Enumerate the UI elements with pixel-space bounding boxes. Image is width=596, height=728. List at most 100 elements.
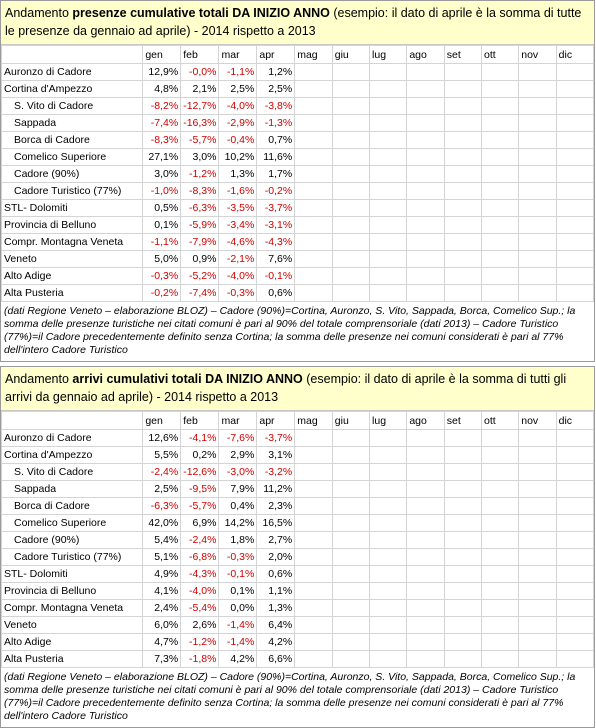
cell-apr: 2,0% [256, 548, 296, 566]
cell-mag [294, 63, 333, 81]
cell-lug [369, 531, 408, 549]
cell-mar: -4,0% [218, 267, 258, 285]
cell-giu [331, 531, 371, 549]
cell-nov [518, 199, 557, 217]
row-label: Veneto [0, 616, 144, 634]
cell-gen: 3,0% [142, 165, 182, 183]
header-blank-cell [0, 411, 144, 430]
cell-lug [369, 165, 408, 183]
month-header-ott: ott [481, 45, 520, 64]
cell-gen: -7,4% [142, 114, 182, 132]
cell-dic [555, 233, 595, 251]
cell-ago [406, 182, 445, 200]
cell-feb: -1,2% [180, 165, 220, 183]
title-suffix: (esempio: il dato di aprile è la somma d… [5, 6, 582, 38]
table-row: Compr. Montagna Veneta -1,1% -7,9% -4,6% -4,… [0, 233, 595, 251]
cell-nov [518, 80, 557, 98]
cell-lug [369, 182, 408, 200]
month-header-gen: gen [142, 45, 182, 64]
cell-dic [555, 131, 595, 149]
cell-lug [369, 97, 408, 115]
cell-gen: -0,2% [142, 284, 182, 302]
cell-apr: 0,7% [256, 131, 296, 149]
cell-ott [481, 565, 520, 583]
cell-nov [518, 182, 557, 200]
cell-mar: -3,4% [218, 216, 258, 234]
cell-giu [331, 599, 371, 617]
cell-ago [406, 429, 445, 447]
cell-nov [518, 599, 557, 617]
cell-ago [406, 599, 445, 617]
cell-nov [518, 165, 557, 183]
cell-gen: 42,0% [142, 514, 182, 532]
cell-apr: -0,1% [256, 267, 296, 285]
cell-lug [369, 599, 408, 617]
cell-lug [369, 250, 408, 268]
cell-set [443, 199, 483, 217]
cell-dic [555, 599, 595, 617]
cell-ago [406, 284, 445, 302]
month-header-row: gen feb mar apr mag giu lug ago set ott nov dic [0, 45, 595, 64]
cell-ott [481, 233, 520, 251]
row-label: STL- Dolomiti [0, 565, 144, 583]
cell-mag [294, 284, 333, 302]
cell-set [443, 131, 483, 149]
cell-mar: 7,9% [218, 480, 258, 498]
cell-gen: 0,1% [142, 216, 182, 234]
cell-feb: -12,6% [180, 463, 220, 481]
row-label: Auronzo di Cadore [0, 63, 144, 81]
cell-nov [518, 97, 557, 115]
cell-lug [369, 131, 408, 149]
table-row: Veneto 6,0% 2,6% -1,4% 6,4% [0, 616, 595, 634]
cell-dic [555, 80, 595, 98]
table-row: Cortina d'Ampezzo 4,8% 2,1% 2,5% 2,5% [0, 80, 595, 98]
cell-dic [555, 633, 595, 651]
month-header-nov: nov [518, 411, 557, 430]
cell-giu [331, 233, 371, 251]
cell-gen: 7,3% [142, 650, 182, 668]
cell-mag [294, 165, 333, 183]
cell-ott [481, 582, 520, 600]
cell-mar: -0,1% [218, 565, 258, 583]
cell-mar: -3,5% [218, 199, 258, 217]
cell-apr: -3,2% [256, 463, 296, 481]
cell-apr: 1,7% [256, 165, 296, 183]
cell-feb: -5,4% [180, 599, 220, 617]
cell-gen: -8,2% [142, 97, 182, 115]
cell-dic [555, 446, 595, 464]
cell-dic [555, 63, 595, 81]
cell-nov [518, 284, 557, 302]
cell-ott [481, 446, 520, 464]
cell-lug [369, 548, 408, 566]
cell-apr: -0,2% [256, 182, 296, 200]
cell-dic [555, 565, 595, 583]
cell-mag [294, 616, 333, 634]
cell-ott [481, 63, 520, 81]
cell-mag [294, 548, 333, 566]
cell-nov [518, 250, 557, 268]
cell-feb: -7,4% [180, 284, 220, 302]
cell-feb: 3,0% [180, 148, 220, 166]
cell-set [443, 216, 483, 234]
cell-ott [481, 463, 520, 481]
cell-ago [406, 531, 445, 549]
table-row: Comelico Superiore 27,1% 3,0% 10,2% 11,6% [0, 148, 595, 166]
cell-giu [331, 250, 371, 268]
cell-nov [518, 616, 557, 634]
table-row: Sappada -7,4% -16,3% -2,9% -1,3% [0, 114, 595, 132]
cell-dic [555, 548, 595, 566]
row-label: Cortina d'Ampezzo [0, 446, 144, 464]
row-label: Borca di Cadore [0, 131, 144, 149]
cell-apr: 11,2% [256, 480, 296, 498]
cell-mar: 0,4% [218, 497, 258, 515]
presenze-title: Andamento presenze cumulative totali DA … [1, 1, 594, 45]
cell-feb: -4,0% [180, 582, 220, 600]
cell-nov [518, 233, 557, 251]
cell-gen: -1,1% [142, 233, 182, 251]
cell-set [443, 80, 483, 98]
cell-set [443, 446, 483, 464]
cell-giu [331, 199, 371, 217]
cell-mag [294, 633, 333, 651]
cell-dic [555, 531, 595, 549]
cell-set [443, 497, 483, 515]
